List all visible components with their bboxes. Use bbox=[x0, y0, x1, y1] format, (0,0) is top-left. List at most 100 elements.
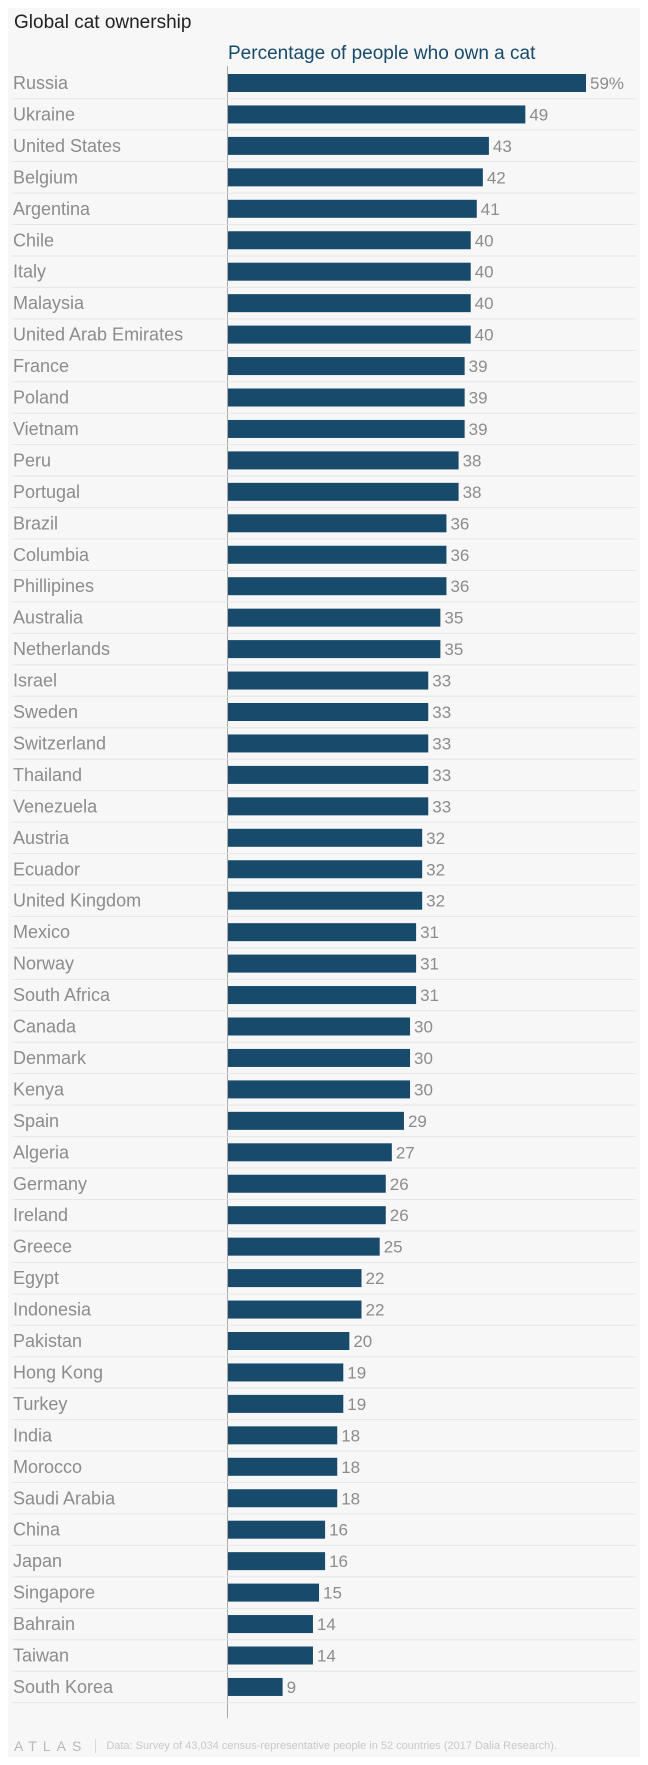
value-label: 35 bbox=[444, 640, 463, 659]
value-label: 29 bbox=[408, 1112, 427, 1131]
bar bbox=[228, 828, 423, 847]
value-label: 38 bbox=[463, 483, 482, 502]
bar bbox=[228, 577, 447, 596]
category-label: Kenya bbox=[13, 1079, 65, 1099]
category-label: Bahrain bbox=[13, 1614, 75, 1634]
value-label: 27 bbox=[396, 1143, 415, 1162]
value-label: 49 bbox=[529, 105, 548, 124]
value-label: 26 bbox=[390, 1175, 409, 1194]
category-label: France bbox=[13, 356, 69, 376]
bar bbox=[228, 703, 429, 721]
value-label: 15 bbox=[323, 1584, 342, 1603]
bar bbox=[228, 1615, 313, 1634]
value-label: 22 bbox=[365, 1269, 384, 1288]
bar-rows: Russia 59% Ukraine 49 United States 43 Belgium… bbox=[12, 66, 636, 1719]
bar bbox=[228, 105, 526, 124]
value-label: 32 bbox=[426, 892, 445, 911]
bar bbox=[228, 231, 471, 250]
category-label: Peru bbox=[13, 450, 51, 470]
bar bbox=[228, 1206, 386, 1225]
category-label: Japan bbox=[13, 1551, 62, 1571]
category-label: Singapore bbox=[13, 1583, 95, 1603]
value-label: 14 bbox=[317, 1647, 336, 1666]
category-label: Egypt bbox=[13, 1268, 59, 1288]
bar bbox=[228, 1677, 283, 1696]
value-label: 43 bbox=[493, 137, 512, 156]
bar bbox=[228, 419, 465, 438]
category-label: Columbia bbox=[13, 545, 90, 565]
value-label: 18 bbox=[341, 1458, 360, 1477]
value-label: 31 bbox=[420, 986, 439, 1005]
category-label: Morocco bbox=[13, 1457, 82, 1477]
category-label: Poland bbox=[13, 388, 69, 408]
value-label: 40 bbox=[475, 294, 494, 313]
value-label: 38 bbox=[463, 451, 482, 470]
value-label: 19 bbox=[347, 1395, 366, 1414]
bar bbox=[228, 1017, 411, 1036]
category-label: United Arab Emirates bbox=[13, 325, 183, 345]
category-label: Malaysia bbox=[13, 293, 85, 313]
category-label: South Africa bbox=[13, 985, 111, 1005]
value-label: 16 bbox=[329, 1521, 348, 1540]
category-label: Switzerland bbox=[13, 733, 106, 753]
category-label: Canada bbox=[13, 1017, 77, 1037]
category-label: Pakistan bbox=[13, 1331, 82, 1351]
value-label: 36 bbox=[450, 577, 469, 596]
bar bbox=[228, 923, 417, 942]
bar bbox=[228, 860, 423, 879]
value-label: 39 bbox=[469, 357, 488, 376]
bar bbox=[228, 514, 447, 533]
value-label: 40 bbox=[475, 263, 494, 282]
value-label: 39 bbox=[469, 389, 488, 408]
value-label: 18 bbox=[341, 1489, 360, 1508]
category-label: Vietnam bbox=[13, 419, 79, 439]
brand-logo: ATLAS bbox=[14, 1738, 88, 1754]
value-label: 33 bbox=[432, 797, 451, 816]
category-label: Spain bbox=[13, 1111, 59, 1131]
bar bbox=[228, 734, 429, 753]
bar bbox=[228, 1426, 338, 1445]
value-label: 14 bbox=[317, 1615, 336, 1634]
value-label: 9 bbox=[287, 1678, 296, 1697]
category-label: Saudi Arabia bbox=[13, 1488, 116, 1508]
bar bbox=[228, 1143, 392, 1162]
bar bbox=[228, 1174, 386, 1193]
bar bbox=[228, 797, 429, 816]
chart-subtitle: Percentage of people who own a cat bbox=[228, 43, 536, 64]
value-label: 19 bbox=[347, 1363, 366, 1382]
value-label: 31 bbox=[420, 955, 439, 974]
category-label: Portugal bbox=[13, 482, 80, 502]
bar bbox=[228, 986, 417, 1005]
footer-divider bbox=[95, 1739, 97, 1753]
category-label: Russia bbox=[13, 73, 69, 93]
bar bbox=[228, 1394, 344, 1413]
value-label: 30 bbox=[414, 1018, 433, 1037]
bar bbox=[228, 388, 465, 407]
category-label: Turkey bbox=[13, 1394, 67, 1414]
value-label: 30 bbox=[414, 1080, 433, 1099]
bar bbox=[228, 199, 477, 218]
bar bbox=[228, 74, 586, 92]
value-label: 32 bbox=[426, 829, 445, 848]
category-label: Ukraine bbox=[13, 104, 75, 124]
bar bbox=[228, 325, 471, 344]
category-label: United Kingdom bbox=[13, 891, 141, 911]
category-label: Mexico bbox=[13, 922, 70, 942]
bar bbox=[228, 1583, 320, 1602]
bar bbox=[228, 1457, 338, 1476]
category-label: Brazil bbox=[13, 513, 58, 533]
bar bbox=[228, 545, 447, 564]
bar bbox=[228, 1080, 411, 1099]
bar bbox=[228, 357, 465, 376]
bar bbox=[228, 1237, 380, 1256]
category-label: Austria bbox=[13, 828, 70, 848]
category-label: Thailand bbox=[13, 765, 82, 785]
value-label: 41 bbox=[481, 200, 500, 219]
value-label: 33 bbox=[432, 672, 451, 691]
category-label: Belgium bbox=[13, 167, 78, 187]
category-label: United States bbox=[13, 136, 121, 156]
category-label: Greece bbox=[13, 1237, 72, 1257]
bar bbox=[228, 640, 441, 659]
value-label: 40 bbox=[475, 326, 494, 345]
bar bbox=[228, 482, 459, 501]
